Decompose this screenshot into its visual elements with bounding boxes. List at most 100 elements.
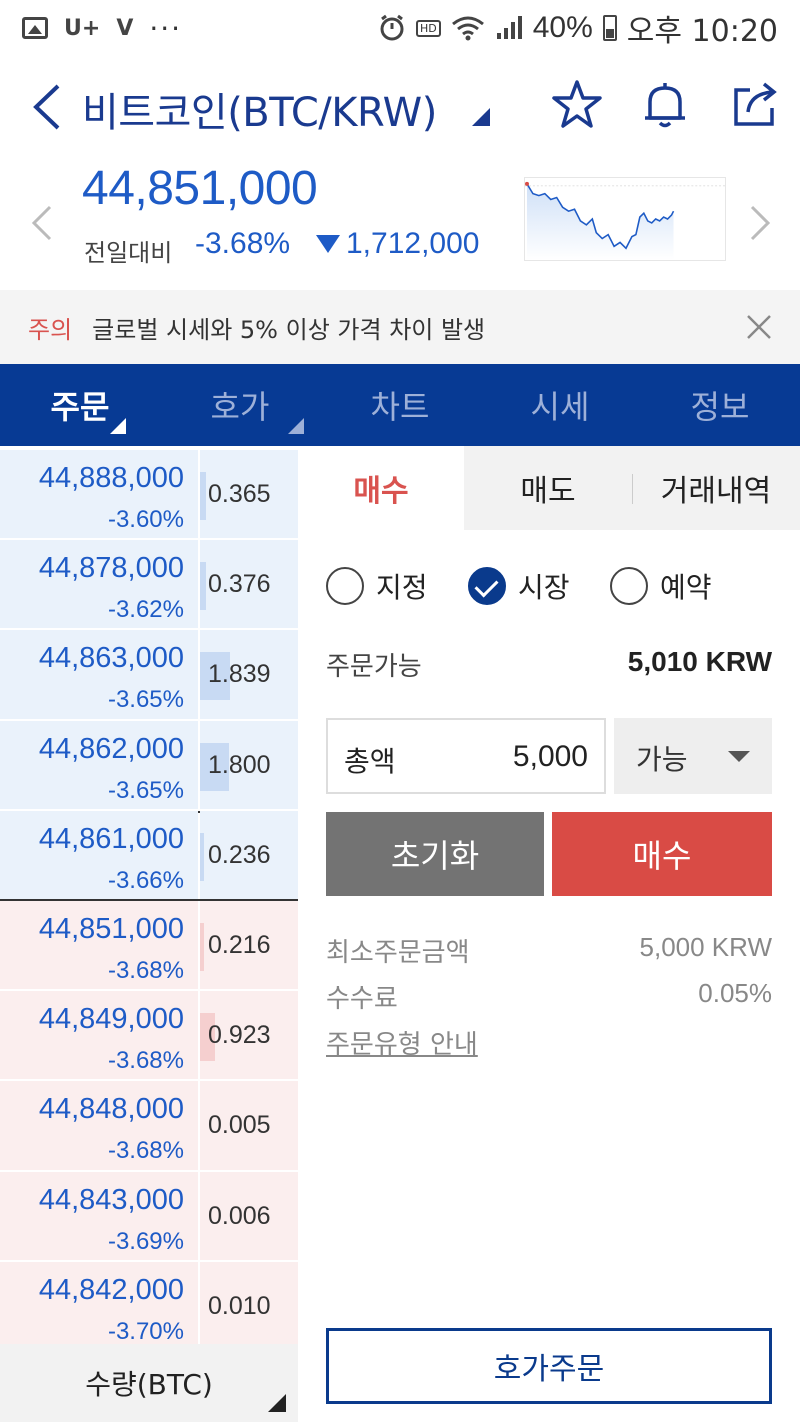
star-icon[interactable] xyxy=(550,78,604,132)
tab-orderbook-corner-icon xyxy=(288,418,304,434)
notice-tag: 주의 xyxy=(28,315,73,344)
orderbook-qty: 0.010 xyxy=(208,1291,271,1320)
fee-value: 0.05% xyxy=(698,978,772,1008)
quantity-unit-corner-icon xyxy=(268,1394,286,1412)
main-tab-bar: 주문 호가 차트 시세 정보 xyxy=(0,364,800,446)
mini-price-chart[interactable] xyxy=(524,177,726,261)
hd-voice-icon: HD xyxy=(416,19,441,37)
order-type-guide-link[interactable]: 주문유형 안내 xyxy=(326,1030,478,1060)
share-icon[interactable] xyxy=(728,78,782,132)
battery-icon xyxy=(602,15,617,41)
orderbook-row-selected[interactable]: 44,861,000 -3.66% 0.236 xyxy=(0,810,298,901)
tab-history[interactable]: 거래내역 xyxy=(660,474,772,509)
wifi-icon xyxy=(451,16,484,41)
available-value: 5,010 KRW xyxy=(627,646,772,677)
radio-unchecked-icon xyxy=(326,567,364,605)
tab-order-label: 주문 xyxy=(50,388,110,426)
more-dots-icon: ··· xyxy=(149,11,183,45)
volte-icon: V xyxy=(116,15,134,41)
tab-info-label: 정보 xyxy=(690,388,750,426)
tab-chart[interactable]: 차트 xyxy=(320,364,480,446)
fee-row: 수수료 0.05% xyxy=(326,978,772,1018)
orderbook-rate: -3.65% xyxy=(107,776,184,804)
tab-sell[interactable]: 매도 xyxy=(520,474,576,509)
order-type-market-radio[interactable]: 시장 xyxy=(468,566,570,606)
orderbook-qty-cell: 0.005 xyxy=(200,1081,298,1170)
title-dropdown-caret-icon[interactable] xyxy=(472,108,490,126)
orderbook-qty: 1.839 xyxy=(208,660,271,689)
tab-buy[interactable]: 매수 xyxy=(298,446,464,530)
gallery-icon xyxy=(22,17,48,39)
orderbook-rate: -3.68% xyxy=(107,1047,184,1075)
orderbook-order-button[interactable]: 호가주문 xyxy=(326,1328,772,1404)
total-amount-value: 5,000 xyxy=(512,740,588,773)
orderbook-price-cell: 44,851,000 -3.68% xyxy=(0,900,198,990)
orderbook-price-cell: 44,863,000 -3.65% xyxy=(0,630,198,719)
prev-coin-chevron-icon[interactable] xyxy=(30,203,54,243)
orderbook-price: 44,842,000 xyxy=(38,1273,184,1306)
orderbook-row[interactable]: 44,848,000 -3.68% 0.005 xyxy=(0,1081,298,1172)
quantity-unit-toggle[interactable]: 수량(BTC) xyxy=(0,1344,298,1422)
orderbook-qty-bar xyxy=(200,1013,215,1062)
order-type-limit-radio[interactable]: 지정 xyxy=(326,566,428,606)
warning-notice: 주의 글로벌 시세와 5% 이상 가격 차이 발생 xyxy=(0,290,800,364)
page-title[interactable]: 비트코인(BTC/KRW) xyxy=(82,90,437,136)
orderbook-row[interactable]: 44,888,000 -3.60% 0.365 xyxy=(0,450,298,541)
tab-chart-label: 차트 xyxy=(370,388,430,426)
orderbook-row[interactable]: 44,851,000 -3.68% 0.216 xyxy=(0,900,298,992)
orderbook-rate: -3.68% xyxy=(107,1137,184,1165)
buy-button[interactable]: 매수 xyxy=(552,812,772,896)
uplus-icon: U+ xyxy=(64,15,101,41)
orderbook-qty-bar xyxy=(200,472,206,520)
orderbook-row[interactable]: 44,843,000 -3.69% 0.006 xyxy=(0,1171,298,1262)
change-label: 전일대비 xyxy=(84,239,173,267)
orderbook-rate: -3.69% xyxy=(107,1227,184,1255)
orderbook-rate: -3.68% xyxy=(107,956,184,984)
orderbook-row[interactable]: 44,863,000 -3.65% 1.839 xyxy=(0,630,298,721)
notice-text: 글로벌 시세와 5% 이상 가격 차이 발생 xyxy=(92,315,486,344)
radio-checked-icon xyxy=(468,567,506,605)
orderbook-rate: -3.65% xyxy=(107,686,184,714)
down-triangle-icon xyxy=(316,235,340,253)
tab-divider xyxy=(632,474,633,504)
reset-button[interactable]: 초기화 xyxy=(326,812,544,896)
orderbook-price-cell: 44,888,000 -3.60% xyxy=(0,450,198,539)
change-rate: -3.68% xyxy=(195,227,291,260)
bell-icon[interactable] xyxy=(638,78,692,132)
tab-market-label: 시세 xyxy=(530,388,590,426)
orderbook-row[interactable]: 44,878,000 -3.62% 0.376 xyxy=(0,540,298,631)
orderbook-price: 44,878,000 xyxy=(38,552,184,585)
orderbook-qty-bar xyxy=(200,742,229,791)
fee-label: 수수료 xyxy=(326,984,398,1014)
back-arrow-icon[interactable] xyxy=(28,82,68,132)
close-icon[interactable] xyxy=(746,314,772,340)
tab-order[interactable]: 주문 xyxy=(0,364,160,446)
orderbook-qty: 0.923 xyxy=(208,1021,271,1050)
tab-market[interactable]: 시세 xyxy=(480,364,640,446)
orderbook-row[interactable]: 44,849,000 -3.68% 0.923 xyxy=(0,991,298,1082)
orderbook-qty-cell: 1.839 xyxy=(200,630,298,719)
app-header: 비트코인(BTC/KRW) xyxy=(0,70,800,150)
min-order-value: 5,000 KRW xyxy=(639,932,772,962)
alarm-icon xyxy=(380,14,404,41)
tab-orderbook-label: 호가 xyxy=(210,388,270,426)
total-amount-label: 총액 xyxy=(344,745,396,778)
tab-info[interactable]: 정보 xyxy=(640,364,800,446)
orderbook-qty: 0.005 xyxy=(208,1111,271,1140)
min-order-row: 최소주문금액 5,000 KRW xyxy=(326,932,772,972)
orderbook: 44,888,000 -3.60% 0.365 44,878,000 -3.62… xyxy=(0,450,298,1352)
orderbook-price-cell: 44,878,000 -3.62% xyxy=(0,540,198,629)
order-type-reserved-radio[interactable]: 예약 xyxy=(610,566,712,606)
signal-icon xyxy=(496,16,522,39)
orderbook-row[interactable]: 44,842,000 -3.70% 0.010 xyxy=(0,1261,298,1352)
orderbook-qty: 0.376 xyxy=(208,570,271,599)
next-coin-chevron-icon[interactable] xyxy=(748,203,772,243)
orderbook-rate: -3.60% xyxy=(107,506,184,533)
total-amount-input[interactable]: 총액 5,000 xyxy=(326,718,606,794)
available-select-label: 가능 xyxy=(636,743,688,776)
available-balance: 주문가능 5,010 KRW xyxy=(326,646,772,686)
tab-orderbook[interactable]: 호가 xyxy=(160,364,320,446)
min-order-label: 최소주문금액 xyxy=(326,938,470,968)
orderbook-row[interactable]: 44,862,000 -3.65% 1.800 xyxy=(0,720,298,811)
available-percent-select[interactable]: 가능 xyxy=(614,718,772,794)
